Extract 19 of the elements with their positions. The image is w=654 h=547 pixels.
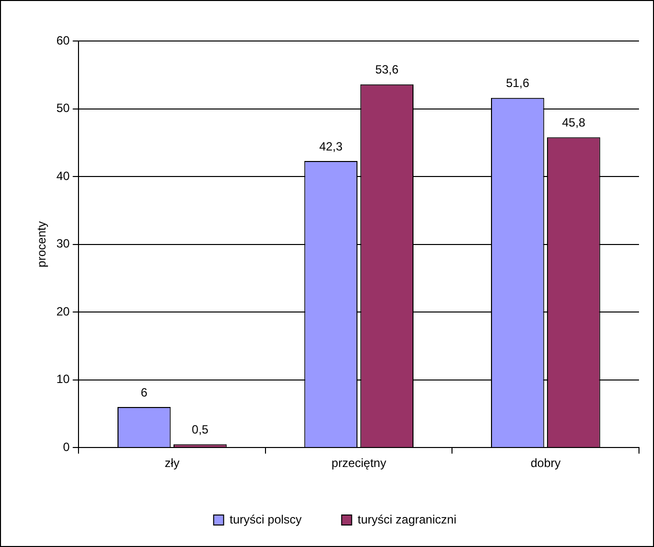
x-tick-label: zły (164, 456, 180, 470)
data-label: 42,3 (319, 139, 343, 154)
x-tick-label: przeciętny (332, 456, 386, 470)
data-label: 53,6 (375, 62, 399, 77)
y-tick-label: 10 (56, 372, 70, 386)
y-tick-label: 40 (56, 168, 70, 183)
y-tick-label: 20 (56, 304, 70, 318)
legend-label: turyści polscy (230, 512, 302, 526)
x-tick-label: dobry (530, 456, 561, 470)
legend-label: turyści zagraniczni (358, 512, 456, 526)
data-label: 0,5 (192, 422, 209, 437)
data-label: 6 (140, 385, 148, 400)
data-label: 45,8 (562, 116, 586, 130)
data-label: 51,6 (506, 76, 530, 90)
y-axis-title: procenty (34, 221, 49, 268)
y-tick-label: 50 (56, 101, 70, 116)
y-tick-label: 60 (56, 33, 70, 48)
y-tick-label: 0 (63, 440, 70, 454)
y-tick-label: 30 (56, 236, 70, 251)
